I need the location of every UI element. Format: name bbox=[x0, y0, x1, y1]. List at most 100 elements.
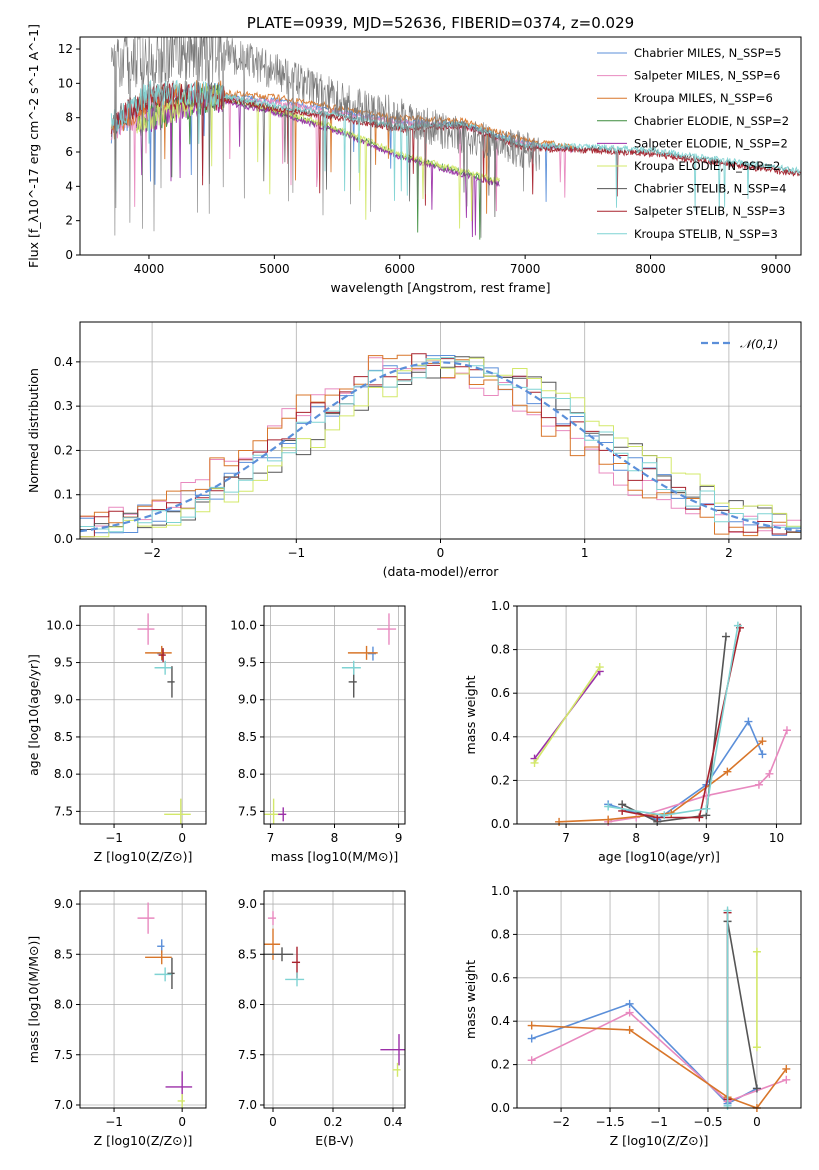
x-tick-label: 2 bbox=[725, 546, 733, 560]
axes-frame bbox=[263, 605, 406, 825]
x-tick-label: −1 bbox=[650, 1115, 668, 1129]
y-tick-label: 9.0 bbox=[238, 693, 257, 707]
weight-marker bbox=[604, 815, 613, 824]
y-tick-label: 10.0 bbox=[230, 618, 257, 632]
x-axis-label: Z [log10(Z/Z⊙)] bbox=[94, 1133, 193, 1148]
weight-marker bbox=[702, 804, 711, 813]
mass-vs-extinction-panel: 0 0.2 0.4 7.0 7.5 8.0 8.5 9.0 E(B-V) bbox=[238, 890, 406, 1148]
weight-marker bbox=[744, 717, 753, 726]
x-tick-label: 0.4 bbox=[383, 1115, 402, 1129]
weight-marker bbox=[660, 811, 669, 820]
weight-marker bbox=[752, 1043, 761, 1052]
y-tick-label: 9.0 bbox=[54, 897, 73, 911]
weight-series-line bbox=[531, 1002, 758, 1105]
y-tick-label: 0.0 bbox=[54, 532, 73, 546]
x-tick-label: 10 bbox=[769, 831, 784, 845]
x-tick-label: 0 bbox=[437, 546, 445, 560]
x-axis-label: Z [log10(Z/Z⊙)] bbox=[610, 1133, 709, 1148]
y-tick-label: 1.0 bbox=[491, 884, 510, 898]
y-tick-label: 8.0 bbox=[54, 998, 73, 1012]
x-tick-label: 6000 bbox=[384, 262, 415, 276]
y-tick-label: 7.5 bbox=[238, 804, 257, 818]
weight-marker bbox=[595, 663, 604, 672]
y-tick-label: 1.0 bbox=[491, 599, 510, 613]
y-tick-label: 0.4 bbox=[54, 355, 73, 369]
x-tick-label: 0 bbox=[178, 831, 186, 845]
y-tick-label: 9.5 bbox=[54, 656, 73, 670]
x-tick-label: 4000 bbox=[134, 262, 165, 276]
y-axis-label: Flux [f_λ10^-17 erg cm^-2 s^-1 A^-1] bbox=[26, 24, 41, 268]
y-tick-label: 0.0 bbox=[491, 817, 510, 831]
legend-label: Kroupa MILES, N_SSP=6 bbox=[634, 91, 773, 105]
y-tick-label: 0 bbox=[65, 248, 73, 262]
weight-marker bbox=[752, 947, 761, 956]
axes-frame bbox=[516, 605, 802, 825]
y-tick-label: 9.5 bbox=[238, 656, 257, 670]
weight-marker bbox=[782, 1064, 791, 1073]
gaussian-reference-line bbox=[80, 361, 801, 533]
x-tick-label: 7 bbox=[267, 831, 275, 845]
plot-area bbox=[527, 906, 791, 1112]
x-tick-label: 0.2 bbox=[323, 1115, 342, 1129]
legend-label: Salpeter STELIB, N_SSP=3 bbox=[634, 204, 785, 218]
weight-series-line bbox=[608, 625, 739, 817]
y-tick-label: 2 bbox=[65, 214, 73, 228]
weight-series-line bbox=[726, 921, 758, 1100]
spectrum-line bbox=[135, 85, 500, 238]
axes-frame bbox=[79, 890, 207, 1109]
y-tick-label: 0.2 bbox=[491, 1058, 510, 1072]
weight-marker bbox=[625, 999, 634, 1008]
x-tick-label: 9 bbox=[395, 831, 403, 845]
axes-frame bbox=[516, 890, 802, 1109]
plot-area bbox=[137, 902, 193, 1108]
y-tick-label: 6 bbox=[65, 145, 73, 159]
legend-label: 𝒩(0,1) bbox=[740, 337, 778, 351]
y-tick-label: 0.2 bbox=[491, 773, 510, 787]
axes-frame bbox=[79, 605, 207, 825]
weight-marker bbox=[754, 780, 763, 789]
mass-vs-metallicity-panel: −1 0 7.0 7.5 8.0 8.5 9.0 Z [log10(Z/Z⊙)] mass [l… bbox=[26, 890, 207, 1148]
weight-marker bbox=[527, 1034, 536, 1043]
x-axis-label: E(B-V) bbox=[315, 1133, 354, 1148]
spectrum-panel: 4000 5000 6000 7000 8000 9000 0 2 4 6 8 10 12 wavelen… bbox=[26, 14, 802, 295]
y-tick-label: 0.8 bbox=[491, 643, 510, 657]
y-tick-label: 0.1 bbox=[54, 488, 73, 502]
y-tick-label: 0.6 bbox=[491, 971, 510, 985]
weight-marker bbox=[782, 1075, 791, 1084]
spectrum-line bbox=[110, 79, 801, 217]
plot-area bbox=[530, 621, 791, 826]
weight-marker bbox=[530, 758, 539, 767]
x-axis-label: (data-model)/error bbox=[383, 564, 500, 579]
weight-marker bbox=[555, 817, 564, 826]
weight-series-line bbox=[608, 730, 788, 823]
x-tick-label: −1 bbox=[287, 546, 305, 560]
y-tick-label: 0.2 bbox=[54, 443, 73, 457]
weight-marker bbox=[733, 621, 742, 630]
x-tick-label: 0 bbox=[178, 1115, 186, 1129]
x-tick-label: −0.5 bbox=[693, 1115, 722, 1129]
y-tick-label: 9.0 bbox=[54, 693, 73, 707]
weight-vs-metallicity-panel: −2 −1.5 −1 −0.5 0 0.0 0.2 0.4 0.6 0.8 1.0 Z [log10(… bbox=[463, 884, 802, 1148]
x-tick-label: 7 bbox=[562, 831, 570, 845]
x-tick-label: −2 bbox=[552, 1115, 570, 1129]
x-tick-label: 1 bbox=[581, 546, 589, 560]
weight-series-line bbox=[533, 666, 601, 764]
y-tick-label: 0.4 bbox=[491, 730, 510, 744]
weight-series-line bbox=[607, 719, 764, 821]
x-tick-label: −2 bbox=[143, 546, 161, 560]
weight-marker bbox=[695, 813, 704, 822]
histogram-step-line bbox=[80, 357, 801, 538]
residual-histogram-panel: −2 −1 0 1 2 0.0 0.1 0.2 0.3 0.4 (data-model)/error… bbox=[26, 321, 802, 579]
y-tick-label: 8.0 bbox=[238, 767, 257, 781]
plot-area bbox=[264, 613, 397, 824]
x-tick-label: 9000 bbox=[761, 262, 792, 276]
y-tick-label: 9.0 bbox=[238, 897, 257, 911]
y-tick-label: 0.0 bbox=[491, 1101, 510, 1115]
legend-label: Chabrier ELODIE, N_SSP=2 bbox=[634, 114, 789, 128]
chart-title: PLATE=0939, MJD=52636, FIBERID=0374, z=0… bbox=[247, 14, 634, 32]
x-tick-label: 8000 bbox=[635, 262, 666, 276]
axes-frame bbox=[263, 890, 406, 1109]
y-tick-label: 0.4 bbox=[491, 1014, 510, 1028]
observed-spectrum-line bbox=[111, 37, 540, 238]
legend-label: Salpeter MILES, N_SSP=6 bbox=[634, 69, 780, 83]
